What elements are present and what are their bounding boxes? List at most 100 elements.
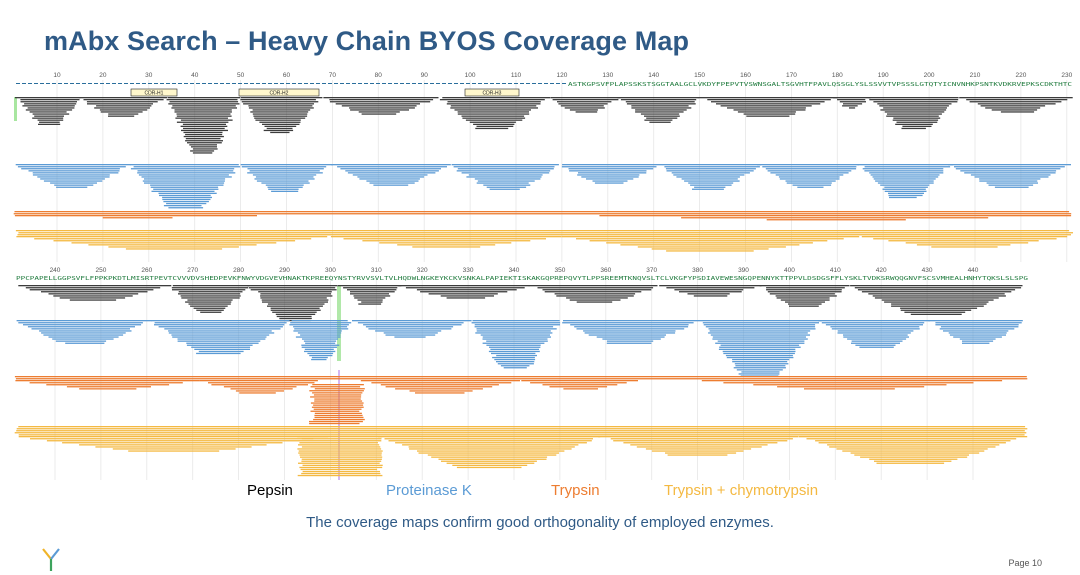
peptide-bar bbox=[162, 196, 212, 199]
peptide-bar bbox=[15, 230, 1070, 232]
peptide-bar bbox=[174, 111, 232, 113]
peptide-bar bbox=[250, 111, 309, 113]
peptide-bar bbox=[457, 168, 554, 170]
peptide-bar bbox=[831, 328, 920, 330]
peptide-bar bbox=[154, 324, 285, 326]
peptide-bar bbox=[869, 172, 944, 174]
peptide-bar bbox=[166, 202, 207, 205]
peptide-bar bbox=[279, 317, 312, 320]
peptide-bar bbox=[980, 105, 1046, 107]
peptide-bar bbox=[736, 369, 783, 371]
peptide-bar bbox=[330, 236, 562, 238]
peptide-bar bbox=[431, 456, 548, 458]
peptide-bar bbox=[174, 109, 232, 111]
ruler-row1: 10 20 30 40 50 60 70 80 90 100 110 120 130 140 150 160 1… bbox=[53, 72, 1072, 79]
peptide-bar bbox=[576, 301, 613, 303]
peptide-bar bbox=[250, 289, 337, 291]
peptide-bar bbox=[363, 324, 462, 326]
peptide-bar bbox=[79, 97, 168, 99]
ruler-tick-label: 180 bbox=[832, 72, 843, 79]
peptide-bar bbox=[261, 182, 310, 184]
peptide-bar bbox=[489, 188, 520, 190]
peptide-bar bbox=[488, 350, 540, 353]
peptide-bar bbox=[441, 460, 537, 462]
peptide-bar bbox=[185, 140, 223, 142]
peptide-bar bbox=[416, 289, 517, 291]
peptide-bar bbox=[453, 166, 555, 168]
peptide-bar bbox=[631, 105, 689, 107]
peptide-bar bbox=[314, 388, 365, 390]
coverage-map: 10 20 30 40 50 60 70 80 90 100 110 120 130 140 150 160 1… bbox=[13, 72, 1073, 480]
peptide-bar bbox=[888, 194, 923, 197]
peptide-bar bbox=[829, 446, 996, 448]
peptide-bar bbox=[196, 352, 241, 355]
peptide-bar bbox=[240, 99, 316, 101]
ruler-tick-label: 350 bbox=[554, 267, 565, 274]
peptide-bar bbox=[71, 242, 277, 244]
peptide-bar bbox=[301, 460, 382, 462]
peptide-bar bbox=[563, 320, 698, 322]
peptide-bar bbox=[240, 97, 323, 99]
peptide-bar bbox=[583, 330, 676, 332]
peptide-bar bbox=[290, 322, 352, 324]
peptide-bar bbox=[623, 442, 778, 444]
peptide-bar bbox=[821, 322, 925, 324]
peptide-bar bbox=[18, 426, 1026, 428]
peptide-bar bbox=[842, 450, 985, 452]
peptide-bar bbox=[765, 168, 857, 170]
peptide-bar bbox=[602, 338, 661, 340]
peptide-bar bbox=[265, 184, 304, 186]
peptide-bar bbox=[310, 396, 362, 398]
peptide-bar bbox=[261, 299, 329, 301]
peptide-bar bbox=[887, 113, 942, 115]
peptide-bar bbox=[335, 103, 420, 105]
peptide-bar bbox=[474, 178, 541, 180]
peptide-bar bbox=[402, 444, 579, 446]
peptide-bar bbox=[30, 438, 314, 440]
peptide-bar bbox=[439, 99, 545, 101]
peptide-bar bbox=[940, 326, 1019, 328]
peptide-bar bbox=[27, 326, 135, 328]
peptide-bar bbox=[88, 244, 257, 246]
peptide-bar bbox=[25, 109, 73, 111]
peptide-bar bbox=[674, 289, 744, 291]
peptide-bar bbox=[694, 186, 726, 188]
ruler-tick-label: 380 bbox=[692, 267, 703, 274]
peptide-bar bbox=[53, 240, 296, 242]
ruler-tick-label: 190 bbox=[878, 72, 889, 79]
peptide-bar bbox=[260, 293, 332, 295]
peptide-bar bbox=[943, 330, 1009, 332]
peptide-bar bbox=[312, 384, 364, 386]
peptide-bar bbox=[256, 180, 309, 182]
peptide-bar bbox=[777, 386, 925, 388]
ruler-tick-label: 430 bbox=[922, 267, 933, 274]
peptide-bar bbox=[305, 342, 336, 344]
peptide-bar bbox=[446, 297, 486, 299]
peptide-bar bbox=[350, 109, 409, 111]
peptide-bar bbox=[295, 336, 341, 338]
ruler-tick-label: 100 bbox=[465, 72, 476, 79]
peptide-bar bbox=[798, 436, 1028, 438]
peptide-bar bbox=[313, 404, 364, 406]
peptide-bar bbox=[476, 182, 529, 184]
peptide-bar bbox=[350, 291, 395, 293]
peptide-bar bbox=[447, 101, 541, 103]
peptide-bar bbox=[483, 184, 531, 186]
peptide-bar bbox=[39, 121, 60, 123]
peptide-bar bbox=[651, 248, 769, 250]
peptide-bar bbox=[837, 330, 914, 332]
peptide-bar bbox=[697, 97, 838, 99]
peptide-bar bbox=[168, 207, 204, 209]
peptide-bar bbox=[558, 103, 608, 105]
peptide-bar bbox=[665, 452, 737, 454]
peptide-bar bbox=[352, 174, 428, 176]
peptide-bar bbox=[472, 320, 560, 322]
peptide-bar bbox=[569, 109, 598, 111]
peptide-bar bbox=[651, 450, 744, 452]
peptide-bar bbox=[357, 322, 464, 324]
peptide-bar bbox=[684, 180, 740, 182]
peptide-bar bbox=[644, 119, 673, 121]
peptide-bar bbox=[935, 324, 1019, 326]
peptide-bar bbox=[928, 320, 1023, 322]
peptide-bar bbox=[837, 99, 866, 101]
